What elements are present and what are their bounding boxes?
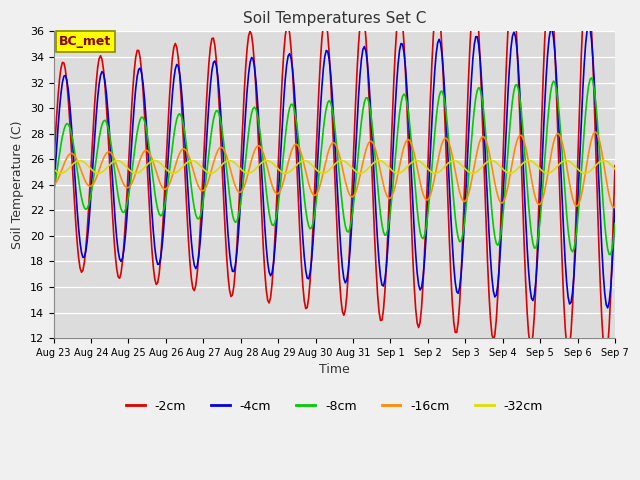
Line: -4cm: -4cm (54, 25, 615, 308)
-8cm (450, 200, 458, 205)
-32cm (611, 166, 619, 172)
-2cm (69, 169, 77, 175)
-8cm (588, 75, 595, 81)
-8cm (534, 240, 541, 245)
-4cm (450, 263, 458, 269)
-16cm (592, 129, 600, 135)
-32cm (340, 158, 348, 164)
-32cm (70, 160, 78, 166)
-2cm (339, 309, 346, 314)
-4cm (339, 264, 346, 270)
-8cm (339, 203, 346, 209)
-2cm (50, 163, 58, 168)
-32cm (50, 166, 58, 172)
-8cm (50, 189, 58, 195)
Line: -8cm: -8cm (54, 78, 615, 254)
-32cm (375, 157, 383, 163)
-2cm (534, 246, 541, 252)
-16cm (50, 181, 58, 187)
-16cm (450, 160, 458, 166)
-8cm (605, 252, 613, 257)
-8cm (611, 221, 619, 227)
-32cm (610, 165, 618, 170)
-8cm (86, 195, 94, 201)
-2cm (86, 177, 94, 182)
-16cm (610, 204, 618, 210)
-4cm (610, 237, 618, 243)
-8cm (610, 236, 618, 241)
-2cm (602, 355, 610, 360)
-32cm (453, 158, 461, 164)
Line: -32cm: -32cm (54, 160, 615, 173)
-4cm (534, 258, 541, 264)
Legend: -2cm, -4cm, -8cm, -16cm, -32cm: -2cm, -4cm, -8cm, -16cm, -32cm (121, 395, 548, 418)
Title: Soil Temperatures Set C: Soil Temperatures Set C (243, 11, 426, 26)
-32cm (57, 170, 65, 176)
Text: BC_met: BC_met (60, 35, 111, 48)
X-axis label: Time: Time (319, 363, 349, 376)
-2cm (450, 319, 458, 325)
-32cm (536, 166, 544, 172)
-2cm (610, 210, 618, 216)
-32cm (88, 167, 95, 172)
-16cm (86, 183, 94, 189)
-16cm (534, 200, 541, 206)
-4cm (86, 202, 94, 207)
-2cm (611, 163, 619, 168)
-4cm (50, 189, 58, 195)
Line: -16cm: -16cm (54, 132, 615, 207)
-16cm (339, 165, 346, 171)
-8cm (69, 137, 77, 143)
-4cm (585, 22, 593, 28)
Line: -2cm: -2cm (54, 0, 615, 358)
-16cm (608, 203, 616, 208)
-16cm (611, 204, 619, 210)
-4cm (604, 305, 612, 311)
-16cm (69, 151, 77, 156)
Y-axis label: Soil Temperature (C): Soil Temperature (C) (11, 120, 24, 249)
-4cm (69, 141, 77, 146)
-4cm (611, 205, 619, 211)
